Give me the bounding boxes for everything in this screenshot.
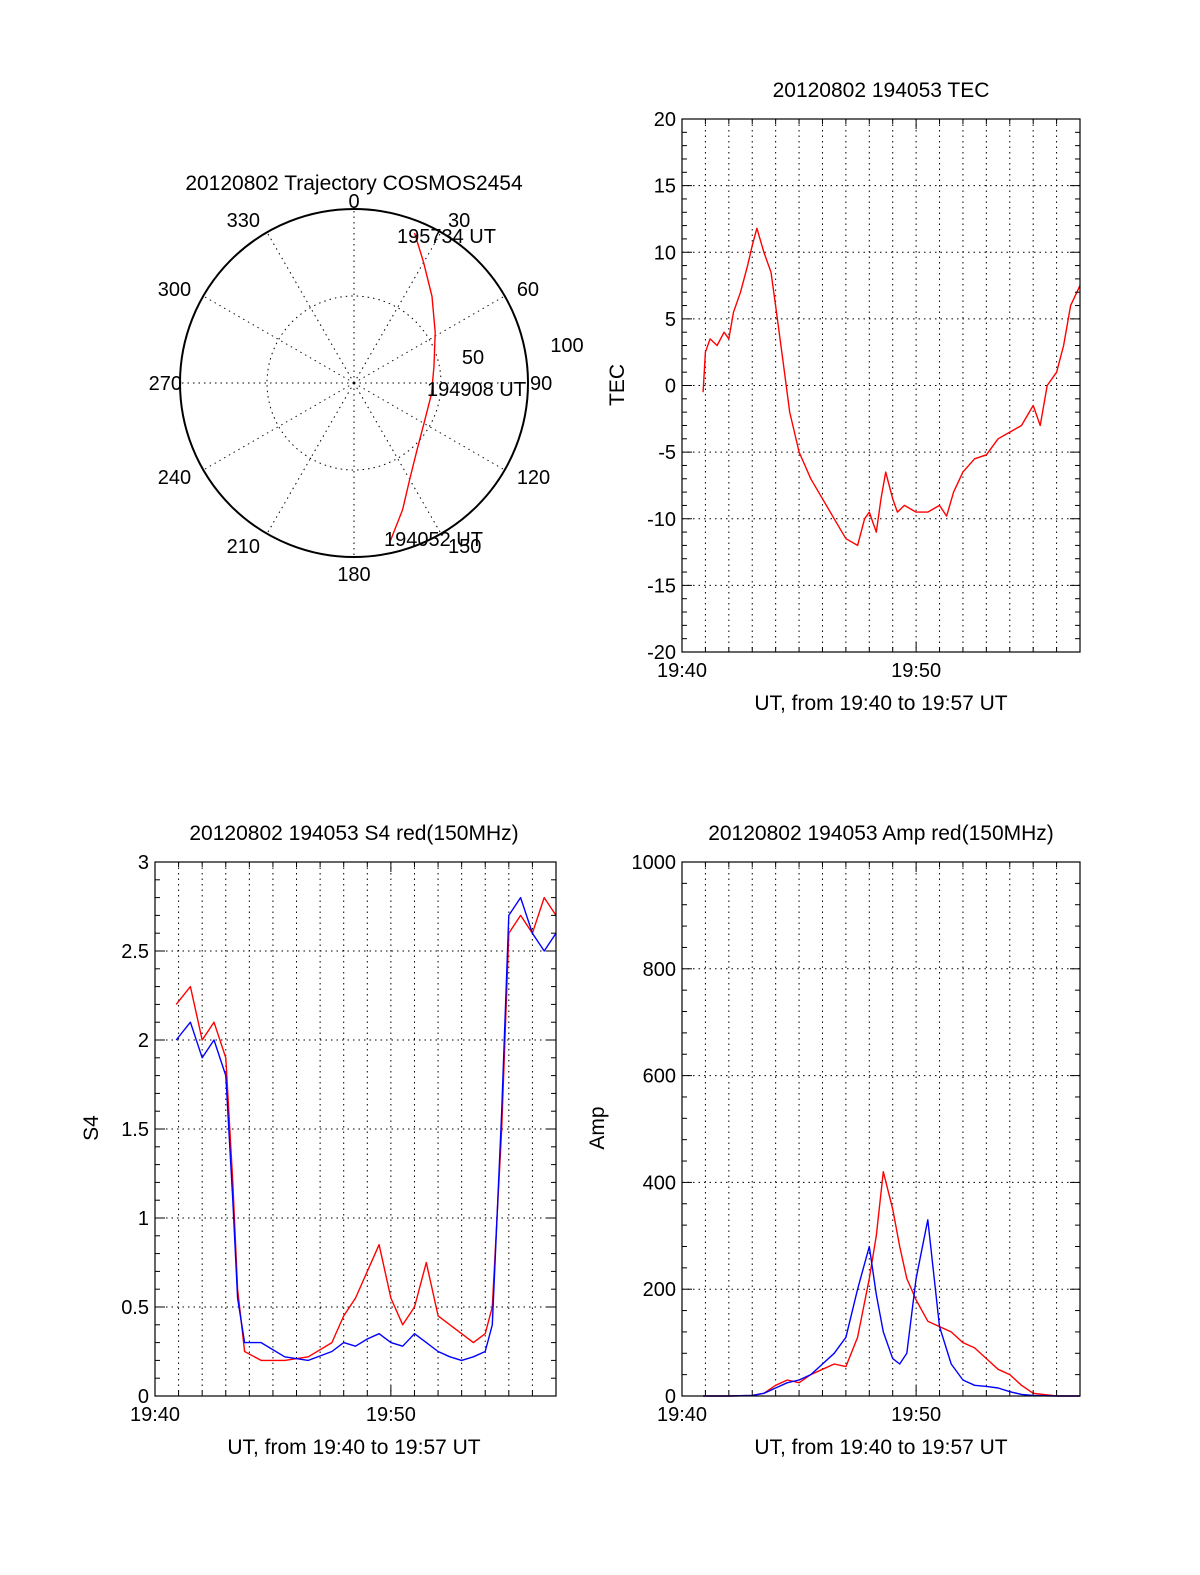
y-tick-label: 2.5	[121, 941, 149, 963]
y-tick-label: 15	[654, 176, 676, 198]
radial-label: 50	[462, 347, 484, 369]
azimuth-label: 240	[158, 467, 191, 489]
x-tick-label: 19:50	[891, 1404, 941, 1426]
s4-panel: 20120802 194053 S4 red(150MHz) UT, from …	[80, 822, 557, 1459]
tec-ylabel: TEC	[606, 364, 629, 406]
series-line-2	[175, 896, 557, 1362]
y-tick-label: 10	[654, 242, 676, 264]
y-tick-label: 1000	[632, 852, 677, 874]
polar-spoke	[353, 232, 442, 384]
y-tick-label: -15	[647, 575, 676, 597]
x-tick-label: 19:50	[366, 1404, 416, 1426]
polar-spoke	[353, 295, 505, 384]
y-tick-label: 600	[643, 1066, 676, 1088]
y-tick-label: 0	[665, 1386, 676, 1408]
polar-outer-ring	[179, 208, 529, 558]
trajectory-start-label: 194052 UT	[384, 529, 483, 551]
y-tick-label: 3	[138, 852, 149, 874]
radial-label: 100	[550, 335, 583, 357]
trajectory-line	[389, 232, 436, 541]
y-tick-label: 20	[654, 109, 676, 131]
x-tick-label: 19:40	[657, 660, 707, 682]
polar-title: 20120802 Trajectory COSMOS2454	[185, 172, 523, 195]
tec-plot: -20 -15 -10 -5 0 5 10 15 20 19:40 19:50	[647, 109, 1081, 682]
polar-inner-ring	[266, 295, 442, 471]
y-tick-label: 0	[138, 1386, 149, 1408]
trajectory-polar-panel: 20120802 Trajectory COSMOS2454 0 30 60 90 12…	[149, 172, 584, 586]
s4-ylabel: S4	[80, 1115, 103, 1141]
y-tick-label: 0	[665, 376, 676, 398]
series-line-2	[703, 1219, 1080, 1397]
azimuth-label: 180	[337, 564, 370, 586]
trajectory-mid-label: 194908 UT	[427, 379, 526, 401]
y-tick-label: -10	[647, 509, 676, 531]
y-tick-label: 800	[643, 959, 676, 981]
polar-spoke	[266, 232, 355, 384]
azimuth-label: 270	[149, 373, 182, 395]
trajectory-end-label: 195734 UT	[397, 226, 496, 248]
amp-ylabel: Amp	[586, 1106, 609, 1149]
y-tick-label: 400	[643, 1172, 676, 1194]
y-tick-label: -20	[647, 642, 676, 664]
azimuth-label: 210	[227, 536, 260, 558]
azimuth-label: 90	[530, 373, 552, 395]
amp-plot: 0 200 400 600 800 1000 19:40 19:50	[632, 852, 1081, 1426]
plot-frame	[154, 861, 557, 1397]
azimuth-label: 330	[227, 210, 260, 232]
tec-xlabel: UT, from 19:40 to 19:57 UT	[754, 692, 1007, 715]
y-tick-label: 1.5	[121, 1119, 149, 1141]
tec-panel: 20120802 194053 TEC UT, from 19:40 to 19…	[606, 79, 1081, 715]
y-tick-label: 1	[138, 1208, 149, 1230]
azimuth-label: 150	[448, 536, 481, 558]
polar-spoke	[353, 382, 442, 534]
amp-panel: 20120802 194053 Amp red(150MHz) UT, from…	[586, 822, 1081, 1459]
s4-title: 20120802 194053 S4 red(150MHz)	[189, 822, 518, 845]
plot-frame	[681, 861, 1081, 1397]
x-tick-label: 19:40	[130, 1404, 180, 1426]
y-tick-label: 5	[665, 309, 676, 331]
y-tick-label: -5	[658, 442, 676, 464]
tec-title: 20120802 194053 TEC	[773, 79, 990, 102]
y-tick-label: 200	[643, 1279, 676, 1301]
azimuth-label: 60	[517, 279, 539, 301]
amp-xlabel: UT, from 19:40 to 19:57 UT	[754, 1436, 1007, 1459]
s4-plot: 0 0.5 1 1.5 2 2.5 3 19:40 19:50	[121, 852, 557, 1426]
s4-xlabel: UT, from 19:40 to 19:57 UT	[227, 1436, 480, 1459]
y-tick-label: 0.5	[121, 1297, 149, 1319]
azimuth-label: 0	[348, 191, 359, 213]
polar-plot: 0 30 60 90 120 150 180 210 240 270 300 330 50 100 1957…	[149, 191, 584, 586]
amp-title: 20120802 194053 Amp red(150MHz)	[708, 822, 1054, 845]
y-tick-label: 2	[138, 1030, 149, 1052]
azimuth-label: 120	[517, 467, 550, 489]
x-tick-label: 19:50	[891, 660, 941, 682]
x-tick-label: 19:40	[657, 1404, 707, 1426]
series-line-1	[702, 227, 1081, 547]
azimuth-label: 300	[158, 279, 191, 301]
polar-spoke	[266, 382, 355, 534]
polar-spoke	[353, 382, 505, 471]
azimuth-label: 30	[448, 210, 470, 232]
polar-spoke	[203, 295, 355, 384]
series-line-1	[703, 1170, 1080, 1397]
polar-spoke	[203, 382, 355, 471]
